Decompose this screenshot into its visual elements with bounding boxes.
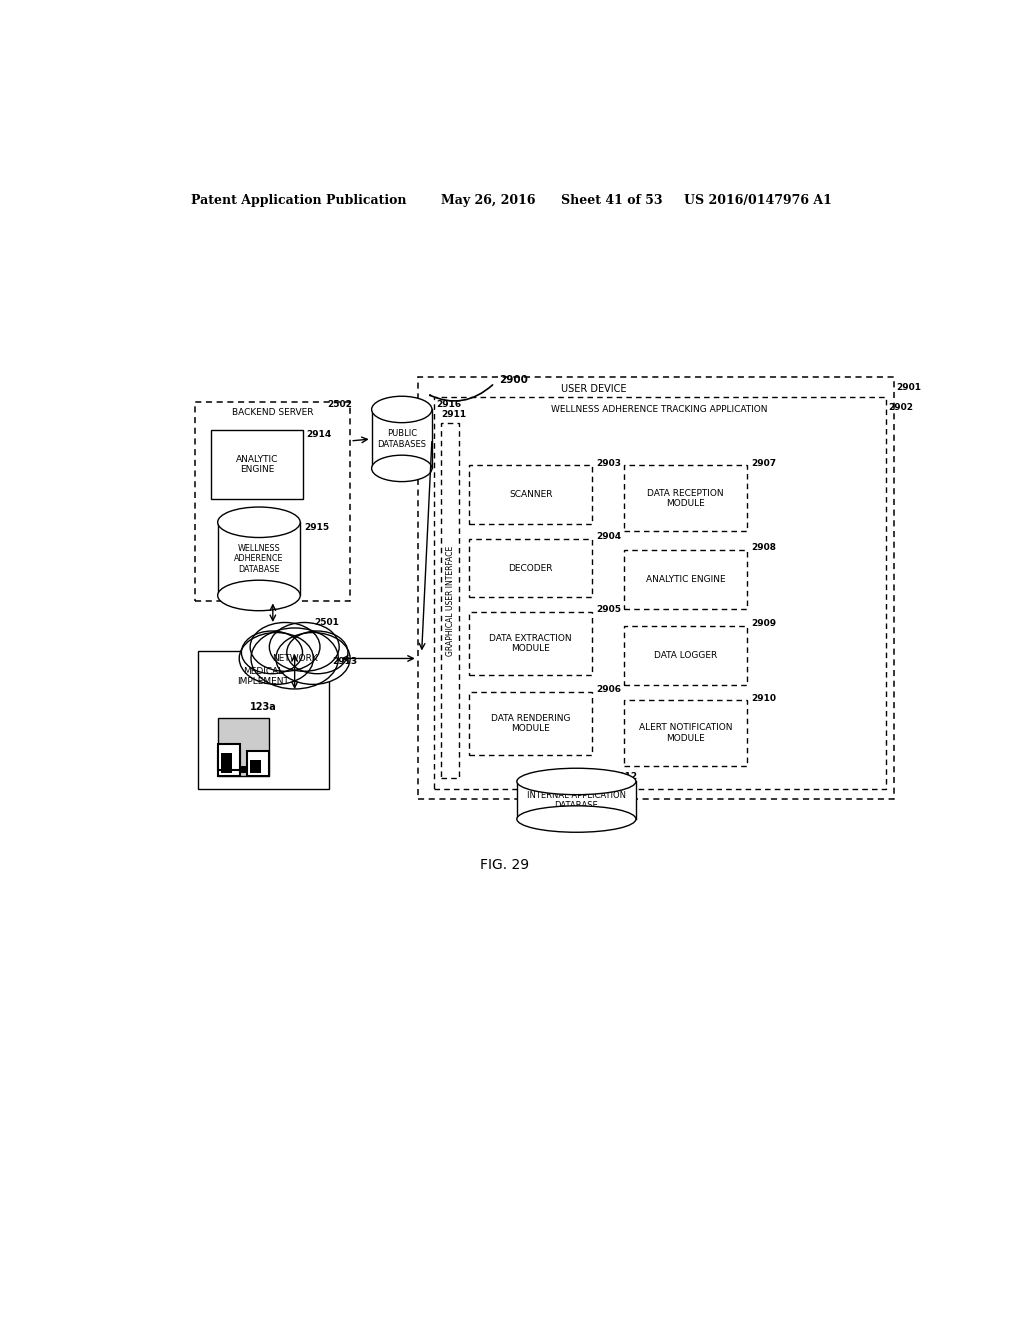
Bar bbox=[255, 764, 261, 771]
Ellipse shape bbox=[275, 632, 350, 684]
Text: 2501: 2501 bbox=[314, 618, 339, 627]
Text: WELLNESS
ADHERENCE
DATABASE: WELLNESS ADHERENCE DATABASE bbox=[234, 544, 284, 574]
Bar bbox=[250, 760, 261, 772]
Ellipse shape bbox=[250, 623, 319, 672]
Text: 2911: 2911 bbox=[441, 411, 467, 418]
Bar bbox=[247, 763, 254, 770]
Text: WELLNESS ADHERENCE TRACKING APPLICATION: WELLNESS ADHERENCE TRACKING APPLICATION bbox=[552, 405, 768, 414]
Bar bbox=[218, 767, 224, 775]
Text: 2904: 2904 bbox=[596, 532, 622, 541]
Text: 2900: 2900 bbox=[500, 375, 528, 385]
Bar bbox=[247, 751, 269, 776]
Text: 123a: 123a bbox=[250, 702, 276, 713]
Ellipse shape bbox=[517, 805, 636, 833]
Text: 2906: 2906 bbox=[596, 685, 622, 694]
FancyBboxPatch shape bbox=[624, 549, 748, 609]
FancyBboxPatch shape bbox=[198, 651, 329, 788]
Bar bbox=[220, 754, 231, 766]
Ellipse shape bbox=[287, 631, 348, 673]
FancyBboxPatch shape bbox=[211, 430, 303, 499]
Ellipse shape bbox=[517, 768, 636, 795]
Text: 2910: 2910 bbox=[751, 693, 776, 702]
Ellipse shape bbox=[218, 581, 300, 611]
Text: 2909: 2909 bbox=[751, 619, 776, 628]
Bar bbox=[232, 760, 239, 768]
FancyBboxPatch shape bbox=[469, 539, 592, 598]
Text: DATA RENDERING
MODULE: DATA RENDERING MODULE bbox=[490, 714, 570, 733]
Text: INTERNAL APPLICATION
DATABASE: INTERNAL APPLICATION DATABASE bbox=[527, 791, 626, 810]
Bar bbox=[218, 744, 240, 770]
Ellipse shape bbox=[218, 507, 300, 537]
Bar bbox=[220, 760, 231, 772]
Text: 2502: 2502 bbox=[328, 400, 352, 409]
Text: FIG. 29: FIG. 29 bbox=[480, 858, 529, 871]
Bar bbox=[372, 409, 432, 469]
Text: 2913: 2913 bbox=[333, 657, 357, 667]
Text: ANALYTIC
ENGINE: ANALYTIC ENGINE bbox=[236, 454, 279, 474]
Text: DATA EXTRACTION
MODULE: DATA EXTRACTION MODULE bbox=[489, 634, 572, 653]
Text: 2903: 2903 bbox=[596, 459, 622, 467]
Text: MEDICAL
IMPLEMENT: MEDICAL IMPLEMENT bbox=[238, 667, 289, 686]
Text: 2908: 2908 bbox=[751, 544, 776, 552]
Bar bbox=[247, 764, 254, 771]
Bar bbox=[255, 768, 261, 776]
Bar bbox=[218, 718, 269, 776]
Text: May 26, 2016: May 26, 2016 bbox=[441, 194, 536, 207]
Bar bbox=[262, 766, 268, 774]
Text: BACKEND SERVER: BACKEND SERVER bbox=[232, 408, 313, 417]
FancyBboxPatch shape bbox=[624, 466, 748, 532]
Text: 2902: 2902 bbox=[888, 403, 913, 412]
Bar bbox=[225, 760, 231, 768]
Ellipse shape bbox=[372, 396, 432, 422]
Ellipse shape bbox=[269, 623, 339, 672]
FancyArrowPatch shape bbox=[430, 385, 493, 401]
Ellipse shape bbox=[372, 455, 432, 482]
Text: Patent Application Publication: Patent Application Publication bbox=[191, 194, 407, 207]
Ellipse shape bbox=[251, 628, 338, 689]
Text: 2901: 2901 bbox=[896, 383, 922, 392]
FancyBboxPatch shape bbox=[469, 466, 592, 524]
FancyBboxPatch shape bbox=[624, 626, 748, 685]
Text: 2905: 2905 bbox=[596, 605, 622, 614]
Text: DECODER: DECODER bbox=[509, 564, 553, 573]
Text: 2916: 2916 bbox=[436, 400, 461, 409]
Text: DATA LOGGER: DATA LOGGER bbox=[654, 651, 717, 660]
Text: ALERT NOTIFICATION
MODULE: ALERT NOTIFICATION MODULE bbox=[639, 723, 732, 743]
Bar bbox=[218, 764, 224, 771]
Bar bbox=[218, 523, 300, 595]
Text: 2912: 2912 bbox=[612, 772, 637, 781]
Ellipse shape bbox=[240, 632, 313, 684]
FancyBboxPatch shape bbox=[418, 378, 894, 799]
Text: GRAPHICAL USER INTERFACE: GRAPHICAL USER INTERFACE bbox=[445, 545, 455, 656]
FancyBboxPatch shape bbox=[624, 700, 748, 766]
Text: 2907: 2907 bbox=[751, 459, 776, 467]
Bar bbox=[255, 763, 261, 770]
FancyBboxPatch shape bbox=[441, 422, 459, 779]
Bar bbox=[225, 764, 231, 771]
Text: USER DEVICE: USER DEVICE bbox=[561, 384, 627, 395]
Text: Sheet 41 of 53: Sheet 41 of 53 bbox=[560, 194, 662, 207]
Text: 2915: 2915 bbox=[304, 523, 330, 532]
FancyBboxPatch shape bbox=[433, 397, 886, 788]
Text: ANALYTIC ENGINE: ANALYTIC ENGINE bbox=[646, 574, 725, 583]
Bar bbox=[232, 768, 239, 776]
Bar bbox=[517, 781, 636, 818]
FancyBboxPatch shape bbox=[469, 611, 592, 675]
Bar bbox=[247, 767, 254, 775]
Text: SCANNER: SCANNER bbox=[509, 490, 553, 499]
Text: NETWORK: NETWORK bbox=[271, 653, 317, 663]
Bar bbox=[225, 767, 231, 775]
Bar bbox=[218, 751, 240, 776]
Text: DATA RECEPTION
MODULE: DATA RECEPTION MODULE bbox=[647, 488, 724, 508]
Text: PUBLIC
DATABASES: PUBLIC DATABASES bbox=[377, 429, 426, 449]
Bar bbox=[240, 766, 247, 774]
FancyBboxPatch shape bbox=[196, 403, 350, 601]
FancyBboxPatch shape bbox=[469, 692, 592, 755]
Ellipse shape bbox=[242, 631, 302, 673]
Text: US 2016/0147976 A1: US 2016/0147976 A1 bbox=[684, 194, 831, 207]
Bar bbox=[255, 760, 261, 768]
Text: 2914: 2914 bbox=[306, 430, 332, 440]
Bar bbox=[225, 766, 231, 774]
Bar bbox=[218, 766, 224, 774]
